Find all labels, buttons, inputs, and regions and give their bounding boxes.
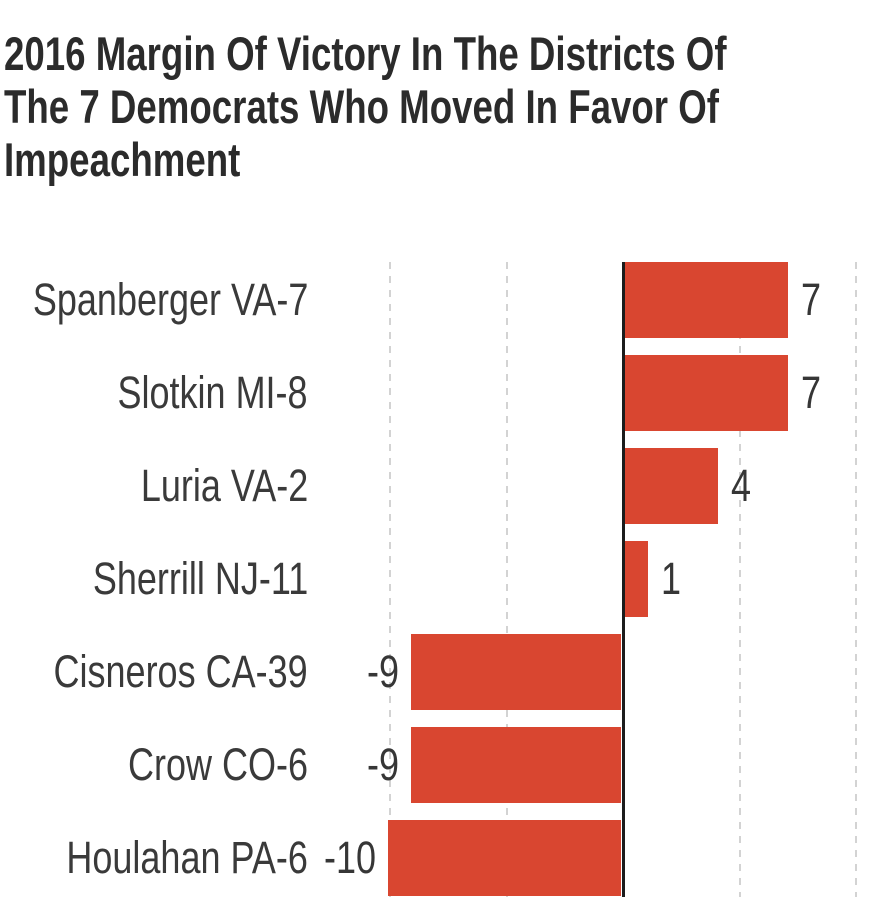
bar xyxy=(625,541,649,617)
gridline xyxy=(505,262,508,897)
bar-row: Houlahan PA-6 -10 xyxy=(0,820,880,896)
bar xyxy=(411,727,621,803)
category-label: Sherrill NJ-11 xyxy=(92,553,308,604)
chart-title-line-1: 2016 Margin Of Victory In The Districts … xyxy=(4,27,727,80)
value-label: -10 xyxy=(323,832,376,883)
category-label: Spanberger VA-7 xyxy=(32,274,308,325)
chart-title: 2016 Margin Of Victory In The Districts … xyxy=(4,27,727,186)
category-label: Slotkin MI-8 xyxy=(117,367,308,418)
category-label: Cisneros CA-39 xyxy=(53,646,308,697)
bar-row: Crow CO-6 -9 xyxy=(0,727,880,803)
category-label: Crow CO-6 xyxy=(127,739,308,790)
bar-row: Sherrill NJ-11 1 xyxy=(0,541,880,617)
value-label: 4 xyxy=(731,460,752,511)
bar-row: Cisneros CA-39 -9 xyxy=(0,634,880,710)
chart-title-line-2: The 7 Democrats Who Moved In Favor Of xyxy=(4,80,719,133)
bar-row: Luria VA-2 4 xyxy=(0,448,880,524)
bar xyxy=(388,820,621,896)
gridline xyxy=(738,262,741,897)
chart-area: Spanberger VA-7 7 Slotkin MI-8 7 Luria VA-2 4… xyxy=(0,262,880,897)
bar-row: Spanberger VA-7 7 xyxy=(0,262,880,338)
value-label: -9 xyxy=(367,646,400,697)
bar xyxy=(625,262,789,338)
value-label: 1 xyxy=(661,553,682,604)
bar xyxy=(625,448,719,524)
category-label: Houlahan PA-6 xyxy=(66,832,309,883)
bar-row: Slotkin MI-8 7 xyxy=(0,355,880,431)
gridline xyxy=(389,262,391,897)
value-label: 7 xyxy=(801,367,822,418)
zero-axis-line xyxy=(621,262,625,897)
chart-title-line-3: Impeachment xyxy=(4,133,241,186)
value-label: -9 xyxy=(367,739,400,790)
bar xyxy=(411,634,621,710)
bar xyxy=(625,355,789,431)
category-label: Luria VA-2 xyxy=(140,460,308,511)
gridline xyxy=(855,262,857,897)
value-label: 7 xyxy=(801,274,822,325)
